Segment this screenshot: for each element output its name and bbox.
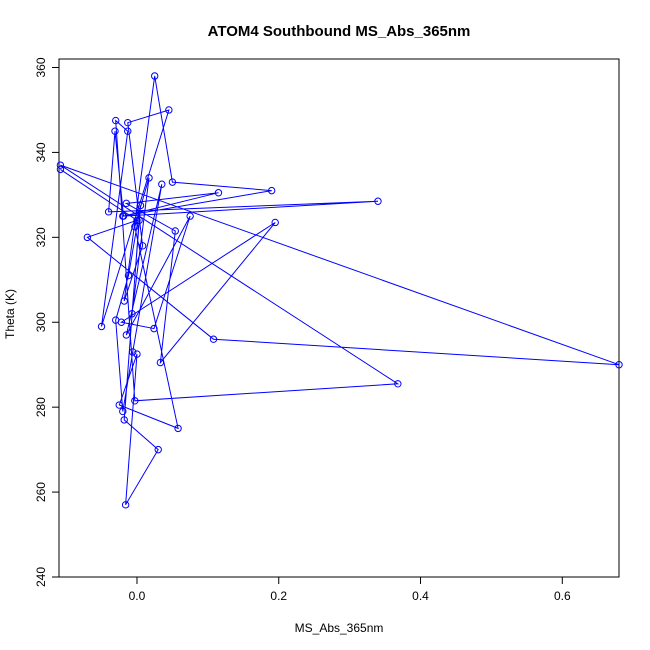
data-point [138, 242, 147, 250]
data-point [209, 335, 218, 343]
data-point [156, 358, 165, 367]
data-point [615, 361, 623, 369]
plot-frame [58, 58, 620, 578]
data-point [271, 218, 279, 227]
data-point [133, 350, 141, 358]
data-point [115, 401, 123, 409]
y-tick-label: 300 [34, 312, 48, 332]
data-point [267, 186, 276, 195]
data-point [186, 212, 194, 220]
y-axis: 240 260 280 300 320 340 360 [34, 57, 60, 587]
data-point [112, 316, 120, 324]
chart-title: ATOM4 Southbound MS_Abs_365nm [208, 23, 471, 40]
data-point [145, 174, 153, 182]
x-tick-label: 0.0 [129, 589, 146, 603]
y-tick-label: 360 [34, 57, 48, 77]
y-tick-label: 340 [34, 142, 48, 162]
data-point [83, 233, 92, 242]
data-point [111, 127, 119, 135]
y-tick-label: 260 [34, 482, 48, 502]
x-axis-label: MS_Abs_365nm [295, 621, 384, 635]
x-tick-label: 0.6 [554, 589, 571, 603]
data-point [56, 161, 65, 169]
data-point [214, 189, 223, 197]
data-point [133, 216, 141, 225]
data-point [56, 165, 65, 174]
data-point [104, 208, 113, 216]
data-point [119, 212, 128, 220]
data-point [124, 127, 132, 135]
data-point [119, 407, 127, 416]
x-axis: 0.0 0.2 0.4 0.6 [129, 576, 571, 603]
data-point [135, 216, 143, 225]
data-point [154, 445, 162, 454]
data-point [120, 416, 128, 424]
data-point [171, 227, 179, 235]
data-point [150, 324, 158, 333]
y-tick-label: 280 [34, 397, 48, 417]
data-point [129, 348, 137, 356]
data-point [120, 297, 128, 305]
data-point [150, 72, 159, 80]
data-point [394, 380, 402, 388]
data-point [124, 118, 132, 127]
data-point [97, 322, 106, 331]
series-lines [60, 75, 620, 506]
data-point [124, 271, 133, 280]
data-point [131, 223, 139, 231]
x-tick-label: 0.4 [412, 589, 429, 603]
data-point [174, 424, 182, 433]
data-point [128, 310, 136, 318]
data-point [131, 397, 139, 405]
data-point [121, 501, 130, 509]
data-point [122, 199, 131, 208]
data-point [374, 197, 382, 205]
x-tick-label: 0.2 [270, 589, 287, 603]
y-tick-label: 320 [34, 227, 48, 247]
data-point [136, 201, 145, 210]
series-points [56, 72, 623, 509]
y-tick-label: 240 [34, 567, 48, 587]
data-point [112, 116, 120, 125]
data-point [158, 180, 166, 188]
data-point [165, 106, 173, 114]
data-point [168, 178, 177, 186]
y-axis-label: Theta (K) [3, 289, 17, 339]
data-point [122, 331, 131, 339]
series-line [60, 75, 620, 506]
